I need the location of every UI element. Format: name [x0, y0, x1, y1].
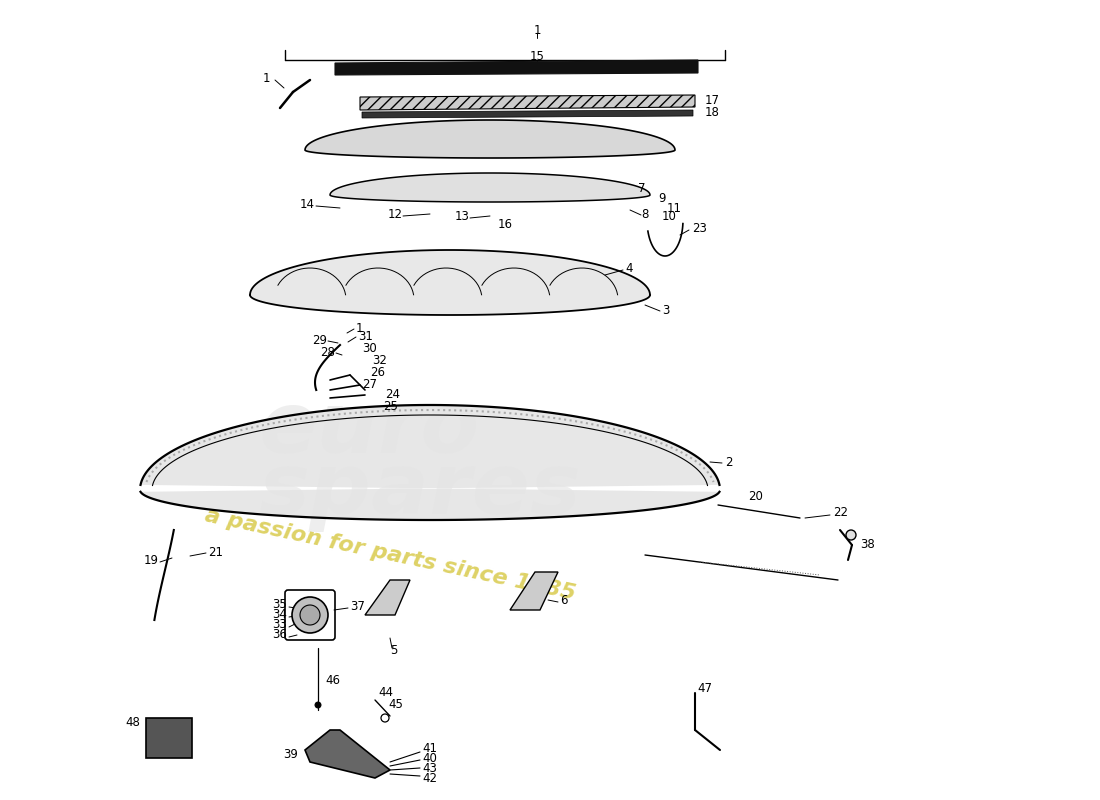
- Text: 21: 21: [208, 546, 223, 558]
- Text: spares: spares: [258, 449, 582, 531]
- Text: 4: 4: [625, 262, 632, 274]
- Polygon shape: [510, 572, 558, 610]
- Text: 1: 1: [534, 23, 541, 37]
- Text: 5: 5: [390, 643, 397, 657]
- Text: 48: 48: [125, 715, 140, 729]
- Circle shape: [846, 530, 856, 540]
- Text: 6: 6: [560, 594, 568, 606]
- FancyBboxPatch shape: [146, 718, 192, 758]
- Polygon shape: [305, 730, 390, 778]
- Text: 30: 30: [362, 342, 376, 354]
- Text: 12: 12: [388, 209, 403, 222]
- Text: 13: 13: [455, 210, 470, 223]
- Text: 15: 15: [529, 50, 544, 63]
- Polygon shape: [141, 405, 719, 520]
- Text: 16: 16: [498, 218, 513, 231]
- Text: 1: 1: [263, 71, 271, 85]
- Text: 44: 44: [378, 686, 393, 699]
- Text: 7: 7: [638, 182, 646, 194]
- Text: 1: 1: [356, 322, 363, 334]
- Text: 14: 14: [300, 198, 315, 211]
- Text: 11: 11: [667, 202, 682, 214]
- Text: 17: 17: [705, 94, 720, 106]
- Text: 20: 20: [748, 490, 763, 503]
- Text: 23: 23: [692, 222, 707, 234]
- Text: 37: 37: [350, 601, 365, 614]
- Text: 22: 22: [833, 506, 848, 519]
- Text: 39: 39: [283, 749, 298, 762]
- Text: 42: 42: [422, 771, 437, 785]
- Text: 40: 40: [422, 751, 437, 765]
- Text: 31: 31: [358, 330, 373, 342]
- Text: 9: 9: [658, 191, 666, 205]
- Text: 25: 25: [383, 401, 398, 414]
- Text: 2: 2: [725, 455, 733, 469]
- Text: 41: 41: [422, 742, 437, 754]
- Polygon shape: [336, 60, 698, 75]
- Text: 26: 26: [370, 366, 385, 378]
- Polygon shape: [305, 120, 675, 158]
- Text: 24: 24: [385, 389, 400, 402]
- Polygon shape: [362, 110, 693, 118]
- Text: 38: 38: [860, 538, 875, 551]
- Text: 47: 47: [697, 682, 712, 694]
- Circle shape: [300, 605, 320, 625]
- Text: 43: 43: [422, 762, 437, 774]
- Text: a passion for parts since 1985: a passion for parts since 1985: [202, 506, 578, 604]
- Text: 8: 8: [641, 207, 648, 221]
- Text: 29: 29: [312, 334, 327, 346]
- Text: 28: 28: [320, 346, 334, 358]
- Text: 27: 27: [362, 378, 377, 390]
- Text: 32: 32: [372, 354, 387, 366]
- Text: 45: 45: [388, 698, 403, 711]
- Polygon shape: [365, 580, 410, 615]
- Circle shape: [315, 702, 321, 708]
- Text: 35: 35: [272, 598, 287, 611]
- Circle shape: [292, 597, 328, 633]
- Text: 10: 10: [662, 210, 676, 222]
- Polygon shape: [250, 250, 650, 315]
- Text: 18: 18: [705, 106, 719, 118]
- Text: 34: 34: [272, 609, 287, 622]
- Polygon shape: [330, 173, 650, 202]
- Text: 33: 33: [272, 618, 287, 631]
- Text: 3: 3: [662, 303, 670, 317]
- Text: 36: 36: [272, 629, 287, 642]
- Text: 19: 19: [144, 554, 159, 566]
- Text: 46: 46: [324, 674, 340, 686]
- Text: euro: euro: [260, 389, 481, 471]
- Polygon shape: [360, 95, 695, 110]
